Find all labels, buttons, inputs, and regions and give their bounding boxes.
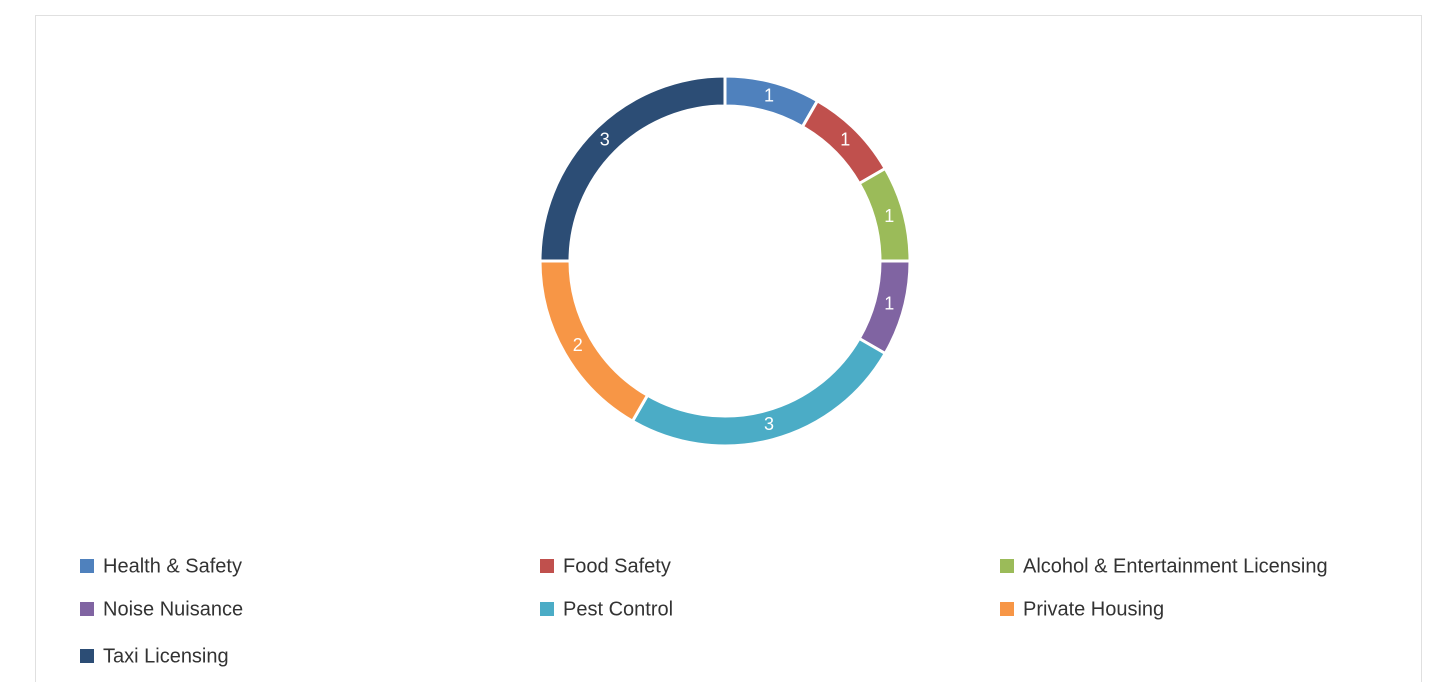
legend-label: Alcohol & Entertainment Licensing <box>1023 555 1328 577</box>
legend-swatch <box>80 649 94 663</box>
donut-slice <box>538 74 727 263</box>
legend-swatch <box>540 559 554 573</box>
frame <box>35 15 1422 682</box>
data-label: 1 <box>884 294 894 314</box>
legend-label: Food Safety <box>563 555 671 577</box>
legend-swatch <box>1000 602 1014 616</box>
donut-slice <box>630 336 888 448</box>
legend-label: Health & Safety <box>103 555 242 577</box>
data-label: 3 <box>764 414 774 434</box>
legend-swatch <box>1000 559 1014 573</box>
donut-slice <box>538 259 650 424</box>
legend-swatch <box>540 602 554 616</box>
data-label: 3 <box>600 130 610 150</box>
data-label: 2 <box>573 335 583 355</box>
legend-swatch <box>80 559 94 573</box>
legend-label: Noise Nuisance <box>103 598 243 620</box>
legend-label: Taxi Licensing <box>103 645 229 667</box>
legend-label: Pest Control <box>563 598 673 620</box>
data-label: 1 <box>884 206 894 226</box>
legend-swatch <box>80 602 94 616</box>
legend-label: Private Housing <box>1023 598 1164 620</box>
data-label: 1 <box>840 130 850 150</box>
data-label: 1 <box>764 86 774 106</box>
